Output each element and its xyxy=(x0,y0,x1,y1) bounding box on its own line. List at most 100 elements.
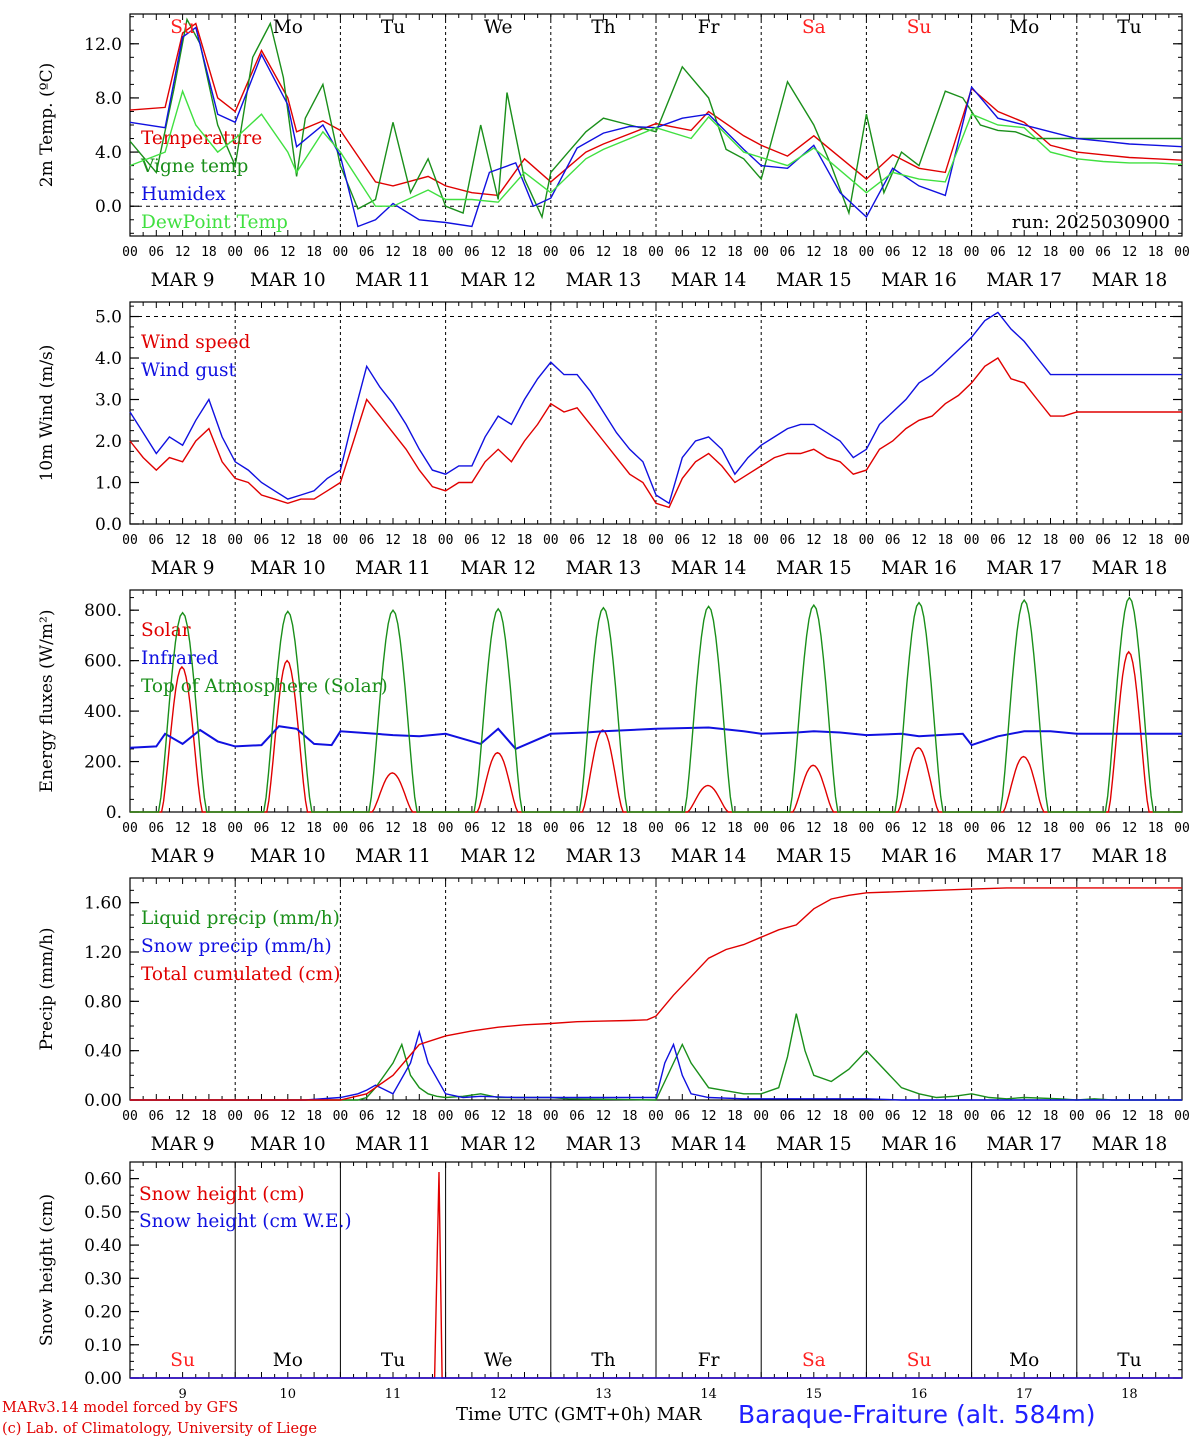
x-day-label: MAR 12 xyxy=(460,270,536,291)
y-tick-label: 0. xyxy=(106,803,122,823)
x-hour-label: 06 xyxy=(148,1109,164,1124)
weekday-label: Tu xyxy=(381,17,405,38)
legend-liquid-precip-mm-h: Liquid precip (mm/h) xyxy=(141,908,340,929)
y-axis-title: Snow height (cm) xyxy=(37,1194,57,1346)
x-hour-label: 06 xyxy=(254,533,270,548)
time-label: Time UTC (GMT+0h) xyxy=(456,1404,651,1425)
run-label: run: 2025030900 xyxy=(1012,212,1170,233)
series-wind-gust xyxy=(129,311,1182,505)
x-hour-label: 12 xyxy=(1016,1109,1032,1124)
x-hour-label: 12 xyxy=(596,533,612,548)
x-hour-label: 18 xyxy=(517,1109,533,1124)
y-tick-label: 5.0 xyxy=(95,308,122,328)
y-axis-title: Precip (mm/h) xyxy=(37,927,57,1050)
x-hour-label: 12 xyxy=(596,245,612,260)
month-label: MAR xyxy=(656,1404,702,1425)
x-hour-label: 12 xyxy=(385,1109,401,1124)
x-hour-label: 06 xyxy=(569,1109,585,1124)
legend-top-of-atmosphere-solar: Top of Atmosphere (Solar) xyxy=(141,676,388,697)
y-tick-label: 200. xyxy=(84,753,122,773)
legend-total-cumulated-cm: Total cumulated (cm) xyxy=(141,964,340,985)
x-hour-label: 00 xyxy=(438,1109,454,1124)
x-hour-label: 00 xyxy=(333,533,349,548)
x-day-label: MAR 12 xyxy=(460,558,536,579)
x-hour-label: 06 xyxy=(1095,245,1111,260)
x-hour-label: 00 xyxy=(753,1109,769,1124)
x-hour-label: 18 xyxy=(1148,533,1164,548)
x-hour-label: 12 xyxy=(280,245,296,260)
y-axis-title: 10m Wind (m/s) xyxy=(37,345,57,482)
x-day-label: MAR 17 xyxy=(986,558,1062,579)
x-hour-label: 18 xyxy=(1148,245,1164,260)
x-hour-label: 06 xyxy=(674,245,690,260)
x-day-label: MAR 13 xyxy=(566,270,642,291)
x-hour-label: 18 xyxy=(622,245,638,260)
x-hour-label: 00 xyxy=(648,245,664,260)
x-day-label: MAR 14 xyxy=(671,1134,747,1155)
x-hour-label: 00 xyxy=(333,245,349,260)
x-hour-label: 12 xyxy=(1122,1109,1138,1124)
x-hour-label: 00 xyxy=(543,821,559,836)
x-hour-label: 12 xyxy=(280,821,296,836)
x-day-label: MAR 10 xyxy=(250,846,326,867)
x-hour-label: 00 xyxy=(1174,533,1190,548)
x-hour-label: 06 xyxy=(1095,533,1111,548)
x-day-label: MAR 13 xyxy=(566,1134,642,1155)
time-axis-label: Time UTC (GMT+0h) MAR xyxy=(456,1404,702,1425)
legend-temperature: Temperature xyxy=(141,128,262,149)
x-hour-label: 00 xyxy=(438,821,454,836)
x-hour-label: 12 xyxy=(596,821,612,836)
x-hour-label: 00 xyxy=(859,1109,875,1124)
legend-snow-precip-mm-h: Snow precip (mm/h) xyxy=(141,936,332,957)
weekday-label: Sa xyxy=(802,1350,826,1371)
x-hour-label: 12 xyxy=(911,245,927,260)
x-hour-label: 06 xyxy=(464,1109,480,1124)
y-tick-label: 1.0 xyxy=(95,474,122,494)
weekday-label: Su xyxy=(170,1350,195,1371)
x-hour-label: 18 xyxy=(727,533,743,548)
series-vigne-temp xyxy=(129,17,1182,220)
y-axis-title: 2m Temp. (ºC) xyxy=(37,63,57,188)
x-day-label: MAR 18 xyxy=(1092,846,1168,867)
x-hour-label: 00 xyxy=(964,245,980,260)
panel-4: 0.00 0.40 0.80 1.20 1.60 Precip (mm/h) Liquid … xyxy=(37,877,1190,1155)
y-axis-title: Energy fluxes (W/m²) xyxy=(37,610,57,793)
weekday-label: Su xyxy=(170,17,195,38)
y-tick-label: 0.40 xyxy=(84,1236,122,1256)
x-hour-label: 18 xyxy=(1043,1109,1059,1124)
x-day-label: MAR 11 xyxy=(355,270,431,291)
x-day-label: MAR 18 xyxy=(1092,270,1168,291)
x-hour-label: 18 xyxy=(832,245,848,260)
x-day-label: MAR 13 xyxy=(566,846,642,867)
x-hour-label: 06 xyxy=(569,821,585,836)
x-hour-label: 06 xyxy=(254,1109,270,1124)
day-number: 13 xyxy=(595,1387,612,1402)
x-hour-label: 06 xyxy=(780,533,796,548)
x-day-label: MAR 17 xyxy=(986,846,1062,867)
x-day-label: MAR 11 xyxy=(355,846,431,867)
x-hour-label: 18 xyxy=(411,245,427,260)
x-hour-label: 06 xyxy=(674,821,690,836)
x-hour-label: 12 xyxy=(701,245,717,260)
y-tick-label: 400. xyxy=(84,702,122,722)
panel-5: 0.00 0.10 0.20 0.30 0.40 0.50 0.60 Snow height … xyxy=(37,1161,1183,1402)
x-hour-label: 00 xyxy=(227,533,243,548)
legend-wind-speed: Wind speed xyxy=(141,332,250,353)
x-hour-label: 06 xyxy=(359,1109,375,1124)
x-day-label: MAR 16 xyxy=(881,270,957,291)
x-hour-label: 12 xyxy=(1122,245,1138,260)
x-day-label: MAR 17 xyxy=(986,1134,1062,1155)
x-hour-label: 00 xyxy=(859,245,875,260)
y-tick-label: 0.50 xyxy=(84,1203,122,1223)
weekday-label: Mo xyxy=(1009,1350,1039,1371)
weekday-label: Tu xyxy=(381,1350,405,1371)
x-hour-label: 06 xyxy=(990,1109,1006,1124)
x-day-label: MAR 12 xyxy=(460,1134,536,1155)
x-hour-label: 06 xyxy=(148,245,164,260)
x-hour-label: 12 xyxy=(1016,821,1032,836)
x-hour-label: 00 xyxy=(964,1109,980,1124)
x-hour-label: 18 xyxy=(517,821,533,836)
x-hour-label: 12 xyxy=(385,821,401,836)
x-day-label: MAR 16 xyxy=(881,846,957,867)
model-credit: MARv3.14 model forced by GFS (c) Lab. of… xyxy=(2,1398,317,1440)
